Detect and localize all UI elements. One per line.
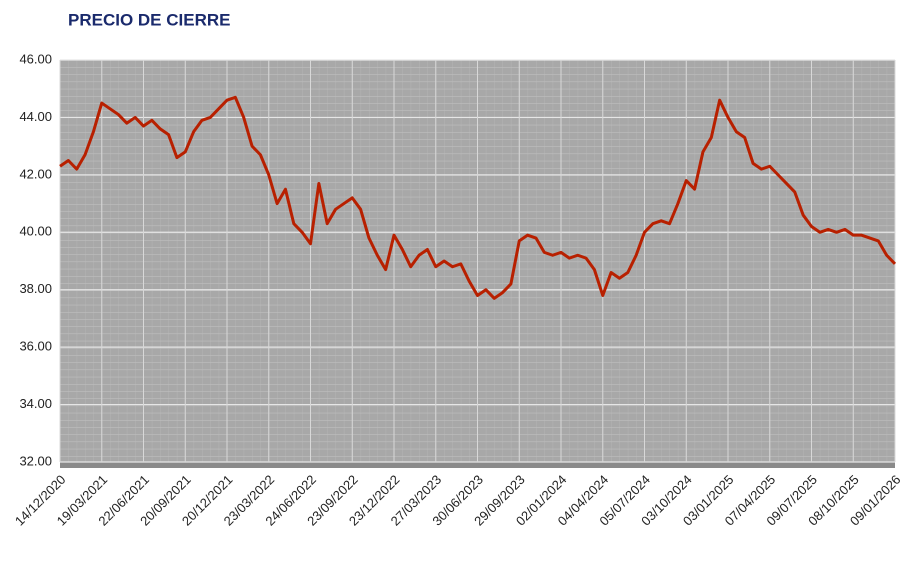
plot-floor [60, 462, 895, 468]
y-tick-label: 46.00 [19, 51, 52, 66]
y-tick-label: 34.00 [19, 396, 52, 411]
y-tick-label: 44.00 [19, 109, 52, 124]
price-line [59, 95, 897, 300]
y-tick-label: 36.00 [19, 339, 52, 354]
y-tick-label: 42.00 [19, 166, 52, 181]
chart-title: PRECIO DE CIERRE [68, 10, 230, 29]
y-tick-label: 40.00 [19, 224, 52, 239]
y-tick-label: 38.00 [19, 281, 52, 296]
y-tick-label: 32.00 [19, 453, 52, 468]
